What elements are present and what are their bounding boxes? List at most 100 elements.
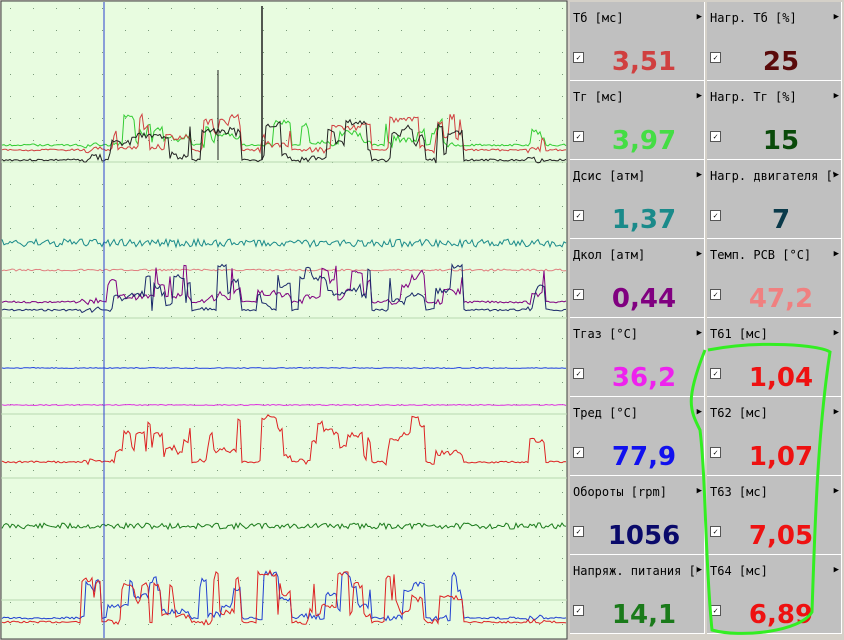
menu-arrow-icon[interactable]: ▶ [696,486,702,496]
visibility-checkbox[interactable]: ✓ [573,526,584,537]
readout-cell[interactable]: Обороты [rpm] ▶ ✓ 1056 [570,476,705,555]
grid-dot [102,360,103,361]
grid-dot [240,580,241,581]
visibility-checkbox[interactable]: ✓ [573,52,584,63]
menu-arrow-icon[interactable]: ▶ [833,249,839,259]
menu-arrow-icon[interactable]: ▶ [833,12,839,22]
grid-dot [493,294,494,295]
grid-dot [424,602,425,603]
menu-arrow-icon[interactable]: ▶ [833,170,839,180]
readout-cell[interactable]: Т63 [мс] ▶ ✓ 7,05 [707,476,842,555]
grid-dot [79,514,80,515]
visibility-checkbox[interactable]: ✓ [710,368,721,379]
grid-dot [286,140,287,141]
grid-dot [309,52,310,53]
readout-value: 1,04 [748,363,814,393]
grid-dot [332,184,333,185]
visibility-checkbox[interactable]: ✓ [710,605,721,616]
readout-cell[interactable]: Тред [°C] ▶ ✓ 77,9 [570,397,705,476]
menu-arrow-icon[interactable]: ▶ [696,249,702,259]
menu-arrow-icon[interactable]: ▶ [696,565,702,575]
grid-dot [217,602,218,603]
grid-dot [102,140,103,141]
visibility-checkbox[interactable]: ✓ [710,526,721,537]
visibility-checkbox[interactable]: ✓ [573,289,584,300]
grid-dot [447,360,448,361]
readout-cell[interactable]: Тб [мс] ▶ ✓ 3,51 [570,2,705,81]
grid-dot [378,272,379,273]
grid-dot [539,140,540,141]
visibility-checkbox[interactable]: ✓ [710,289,721,300]
grid-dot [401,624,402,625]
grid-dot [56,558,57,559]
grid-dot [516,382,517,383]
grid-dot [10,118,11,119]
visibility-checkbox[interactable]: ✓ [710,52,721,63]
menu-arrow-icon[interactable]: ▶ [833,328,839,338]
menu-arrow-icon[interactable]: ▶ [833,407,839,417]
visibility-checkbox[interactable]: ✓ [573,131,584,142]
grid-dot [355,382,356,383]
grid-dot [33,140,34,141]
grid-dot [539,8,540,9]
grid-dot [539,470,540,471]
menu-arrow-icon[interactable]: ▶ [696,91,702,101]
readout-cell[interactable]: Т64 [мс] ▶ ✓ 6,89 [707,555,842,634]
readout-cell[interactable]: Дсис [атм] ▶ ✓ 1,37 [570,160,705,239]
grid-dot [378,140,379,141]
grid-dot [10,30,11,31]
readout-value: 47,2 [748,284,814,314]
readout-cell[interactable]: Т62 [мс] ▶ ✓ 1,07 [707,397,842,476]
grid-dot [332,514,333,515]
grid-dot [424,52,425,53]
visibility-checkbox[interactable]: ✓ [573,368,584,379]
grid-dot [102,228,103,229]
grid-dot [309,602,310,603]
visibility-checkbox[interactable]: ✓ [573,605,584,616]
grid-dot [102,580,103,581]
visibility-checkbox[interactable]: ✓ [573,210,584,221]
grid-dot [516,294,517,295]
grid-dot [102,382,103,383]
readout-cell[interactable]: Нагр. Тб [%] ▶ ✓ 25 [707,2,842,81]
grid-dot [332,228,333,229]
visibility-checkbox[interactable]: ✓ [710,447,721,458]
readout-cell[interactable]: Т61 [мс] ▶ ✓ 1,04 [707,318,842,397]
menu-arrow-icon[interactable]: ▶ [696,170,702,180]
grid-dot [171,52,172,53]
grid-dot [332,602,333,603]
grid-dot [171,250,172,251]
readout-value: 3,51 [611,47,677,77]
readout-value: 7,05 [748,521,814,551]
menu-arrow-icon[interactable]: ▶ [696,12,702,22]
grid-dot [102,250,103,251]
menu-arrow-icon[interactable]: ▶ [696,328,702,338]
grid-dot [263,624,264,625]
grid-dot [447,272,448,273]
grid-dot [125,250,126,251]
readout-cell[interactable]: Нагр. двигателя [%] ▶ ✓ 7 [707,160,842,239]
grid-dot [263,316,264,317]
grid-dot [217,52,218,53]
grid-dot [10,558,11,559]
grid-dot [33,184,34,185]
signal-plot[interactable] [0,0,568,640]
grid-dot [286,404,287,405]
menu-arrow-icon[interactable]: ▶ [833,91,839,101]
grid-dot [562,206,563,207]
visibility-checkbox[interactable]: ✓ [710,131,721,142]
readout-cell[interactable]: Тг [мс] ▶ ✓ 3,97 [570,81,705,160]
readout-cell[interactable]: Нагр. Тг [%] ▶ ✓ 15 [707,81,842,160]
grid-dot [562,74,563,75]
readout-cell[interactable]: Тгаз [°C] ▶ ✓ 36,2 [570,318,705,397]
readout-cell[interactable]: Напряж. питания [В] ▶ ✓ 14,1 [570,555,705,634]
readout-cell[interactable]: Темп. РСВ [°C] ▶ ✓ 47,2 [707,239,842,318]
grid-dot [562,426,563,427]
readout-cell[interactable]: Дкол [атм] ▶ ✓ 0,44 [570,239,705,318]
menu-arrow-icon[interactable]: ▶ [833,565,839,575]
menu-arrow-icon[interactable]: ▶ [696,407,702,417]
menu-arrow-icon[interactable]: ▶ [833,486,839,496]
grid-dot [148,272,149,273]
visibility-checkbox[interactable]: ✓ [710,210,721,221]
visibility-checkbox[interactable]: ✓ [573,447,584,458]
